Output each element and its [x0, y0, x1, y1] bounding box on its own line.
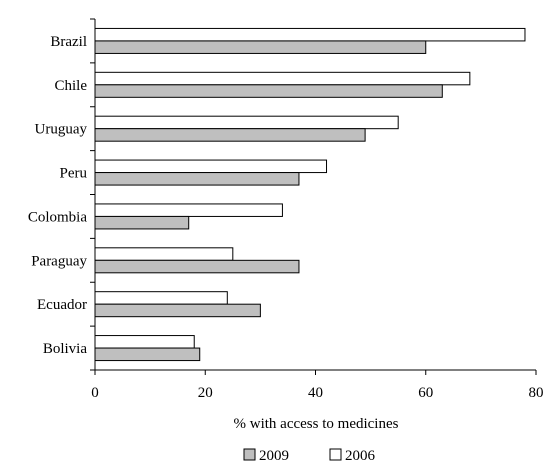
- bar-2009-brazil: [94, 40, 427, 54]
- legend-label-2006: 2006: [345, 448, 376, 464]
- category-label-ecuador: Ecuador: [37, 297, 87, 313]
- x-tick-label-0: 0: [91, 385, 99, 401]
- bar-2009-uruguay: [94, 128, 366, 142]
- bar-2006-peru: [94, 159, 328, 174]
- category-label-colombia: Colombia: [28, 209, 88, 225]
- legend-swatch-2009: [243, 448, 256, 461]
- category-label-peru: Peru: [60, 166, 88, 182]
- labels-layer: Brazil Chile Uruguay Peru Colombia Paraguay Ec…: [28, 34, 544, 401]
- bar-2006-uruguay: [94, 115, 399, 130]
- bar-2009-bolivia: [94, 347, 201, 362]
- bar-2009-peru: [94, 172, 300, 186]
- bar-2009-ecuador: [94, 303, 261, 318]
- x-tick-label-80: 80: [529, 385, 544, 401]
- category-label-chile: Chile: [55, 78, 88, 94]
- x-tick-label-60: 60: [418, 385, 433, 401]
- legend-swatch-2006: [329, 448, 342, 461]
- category-label-brazil: Brazil: [50, 34, 87, 50]
- legend: 2009 2006: [243, 448, 376, 464]
- legend-label-2009: 2009: [259, 448, 289, 464]
- bar-2006-brazil: [94, 27, 526, 42]
- category-label-uruguay: Uruguay: [35, 122, 88, 138]
- bar-2009-colombia: [94, 215, 190, 230]
- bar-2006-colombia: [94, 203, 283, 217]
- category-label-bolivia: Bolivia: [43, 341, 88, 357]
- bar-2006-bolivia: [94, 335, 195, 349]
- bar-2009-chile: [94, 84, 443, 98]
- x-axis-title: % with access to medicines: [234, 416, 399, 432]
- bars-layer: [94, 27, 526, 362]
- bar-2009-paraguay: [94, 259, 300, 274]
- axes-layer: [90, 18, 537, 375]
- x-tick-label-20: 20: [198, 385, 213, 401]
- x-tick-label-40: 40: [308, 385, 323, 401]
- bar-2006-chile: [94, 71, 471, 86]
- category-label-paraguay: Paraguay: [31, 253, 87, 269]
- bar-2006-ecuador: [94, 291, 228, 305]
- bar-2006-paraguay: [94, 247, 234, 261]
